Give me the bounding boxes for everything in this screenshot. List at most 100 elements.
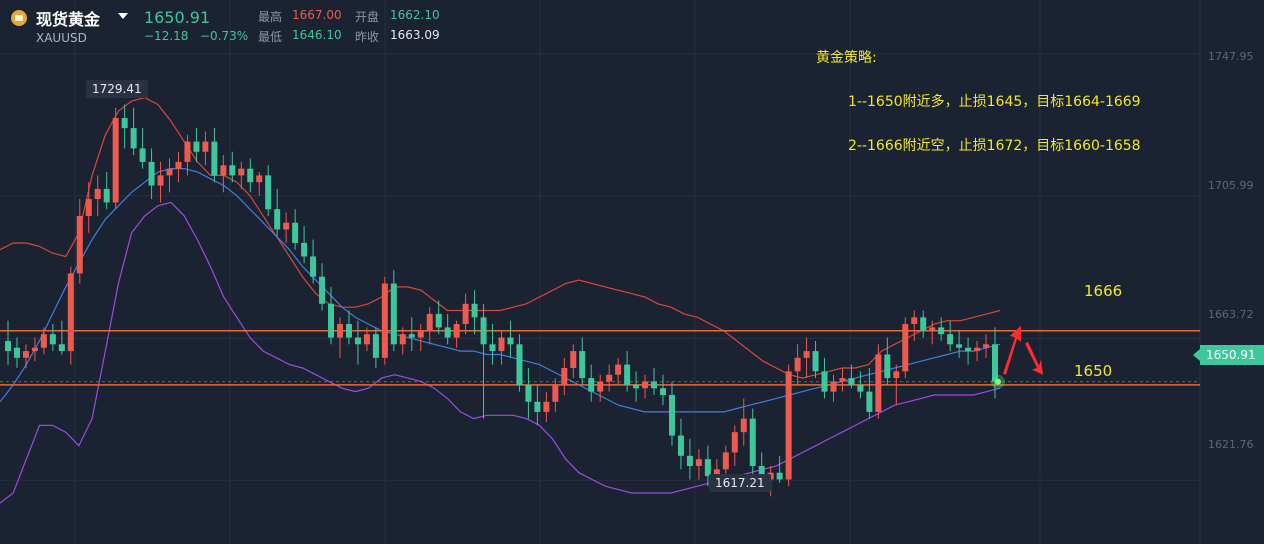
candle-body [794,357,801,372]
candle-body [390,283,397,345]
candle-body [956,344,963,348]
candle-body [758,465,765,480]
last-price: 1650.91 [144,8,211,27]
candle-body [561,367,568,385]
candle-body [336,324,343,338]
candle-body [283,222,290,230]
candle-body [983,344,990,348]
candle-body [148,161,155,186]
candle-body [31,347,38,352]
candle-body [211,141,218,176]
candle-body [471,303,478,318]
candle-body [417,330,424,338]
candle-body [992,344,998,382]
candle-body [615,364,622,375]
chart-grid [0,0,1201,544]
candle-body [363,334,370,345]
candle-body [85,199,92,216]
candle-body [265,175,272,210]
candle-body [606,374,613,382]
candle-body [803,351,810,358]
candle-body [633,384,640,389]
low-value: 1646.10 [292,28,342,42]
candle-body [157,175,164,186]
candle-body [579,351,586,379]
candle-body [166,168,173,176]
open-label: 开盘 [355,10,380,24]
candle-body [202,141,209,152]
y-tick-label: 1747.95 [1208,50,1254,63]
candle-body [184,141,191,162]
candle-body [301,242,308,257]
candle-body [749,418,756,466]
candle-body [722,452,729,470]
low-label: 最低 [258,30,283,44]
candle-body [929,327,936,331]
candle-body [193,141,200,152]
candle-body [534,401,541,412]
candle-body [220,165,227,176]
current-price-tag: 1650.91 [1193,345,1264,365]
candle-body [399,334,406,345]
prev-close-value: 1663.09 [390,28,440,42]
candle-body [965,347,972,352]
candle-body [812,351,819,372]
candle-body [426,313,433,331]
candle-body [319,276,326,304]
candle-body [597,381,604,392]
candle-body [767,472,774,480]
candle-body [5,340,11,352]
current-price-dot [995,378,1001,385]
strategy-line-2: 2--1666附近空，止损1672，目标1660-1658 [848,138,1141,154]
candle-body [345,324,352,338]
candle-body [372,334,379,358]
candle-body [103,188,110,203]
candle-body [238,168,245,176]
candle-body [651,381,658,389]
candle-body [920,317,927,331]
candle-body [354,337,361,345]
candle-body [480,317,487,345]
candle-body [866,391,873,412]
y-tick-label: 1705.99 [1208,179,1254,192]
candle-body [256,175,263,183]
candle-body [686,455,693,466]
gold-coin-icon [11,10,27,26]
candle-body [543,401,550,412]
candle-body [58,344,65,352]
high-value: 1667.00 [292,8,342,22]
candle-body [94,188,101,200]
candle-body [247,168,254,183]
candle-body [974,347,981,352]
candle-body [139,148,146,162]
candle-body [839,378,846,382]
candle-body [875,354,882,412]
candle-body [112,117,119,203]
candle-body [121,117,128,129]
dropdown-caret-icon[interactable] [118,13,128,19]
candle-body [785,371,792,480]
y-tick-label: 1663.72 [1208,308,1254,321]
high-label: 最高 [258,10,283,24]
candle-body [49,334,56,345]
candle-body [938,327,945,335]
candle-body [731,432,738,453]
candle-body [588,378,595,392]
candle-body [740,418,747,433]
upper-band-line [0,97,1001,379]
open-value: 1662.10 [390,8,440,22]
candle-body [292,222,299,243]
candle-body [516,344,523,385]
candle-body [76,215,83,274]
candle-body [552,384,559,402]
candle-body [435,313,442,328]
instrument-symbol: XAUUSD [36,31,87,45]
candle-body [328,303,335,338]
candle-body [453,324,460,338]
candle-body [489,344,496,352]
instrument-name[interactable]: 现货黄金 [36,10,101,29]
candle-body [525,384,532,402]
candle-body [642,381,649,389]
y-tick-label: 1621.76 [1208,438,1254,451]
